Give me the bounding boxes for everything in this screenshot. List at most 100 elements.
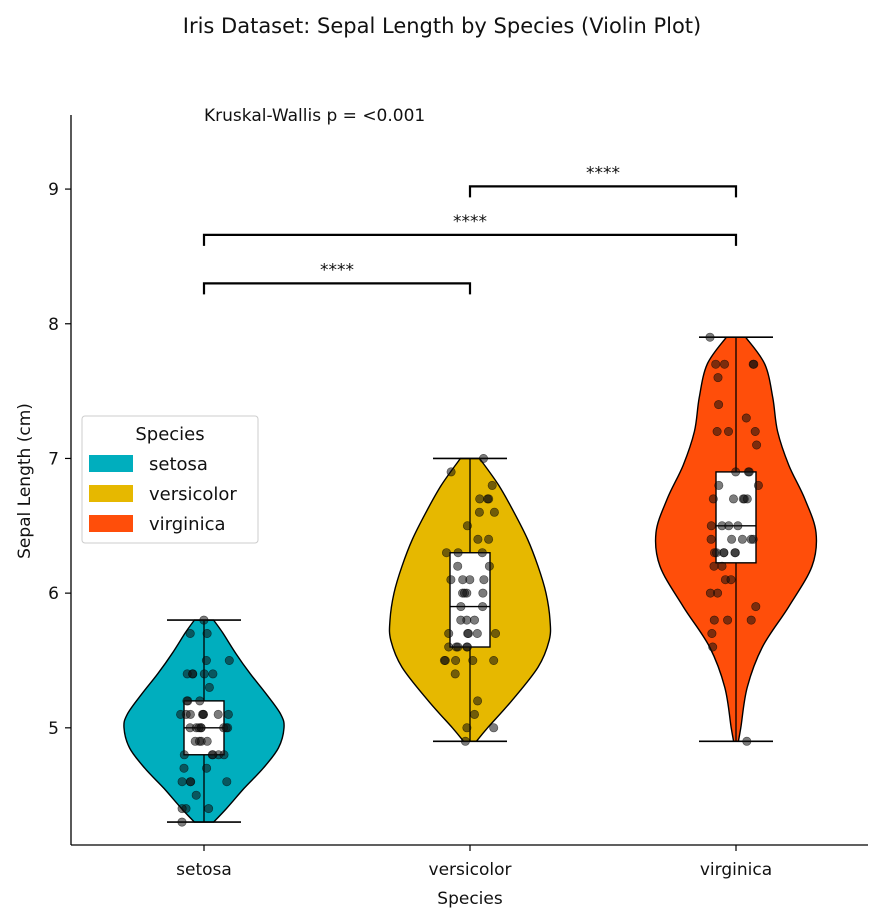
data-point-versicolor bbox=[469, 615, 479, 625]
data-point-virginica bbox=[712, 426, 722, 436]
significance-label: **** bbox=[320, 260, 354, 280]
data-point-versicolor bbox=[477, 548, 487, 558]
data-point-versicolor bbox=[478, 602, 488, 612]
data-point-setosa bbox=[194, 723, 204, 733]
significance-bracket bbox=[202, 233, 738, 246]
data-point-versicolor bbox=[439, 655, 449, 665]
data-point-versicolor bbox=[472, 628, 482, 638]
data-point-setosa bbox=[202, 763, 212, 773]
legend-swatch-virginica bbox=[89, 515, 133, 532]
data-point-setosa bbox=[208, 669, 218, 679]
y-tick-label: 7 bbox=[48, 449, 59, 469]
data-point-versicolor bbox=[446, 467, 456, 477]
data-point-virginica bbox=[730, 548, 740, 558]
data-point-versicolor bbox=[462, 723, 472, 733]
data-point-virginica bbox=[746, 534, 756, 544]
data-point-virginica bbox=[746, 615, 756, 625]
data-point-virginica bbox=[711, 359, 721, 369]
data-point-versicolor bbox=[441, 548, 451, 558]
data-point-versicolor bbox=[450, 669, 460, 679]
data-point-setosa bbox=[213, 709, 223, 719]
significance-label: **** bbox=[453, 212, 487, 232]
data-point-versicolor bbox=[446, 575, 456, 585]
data-point-versicolor bbox=[489, 723, 499, 733]
data-point-virginica bbox=[717, 561, 727, 571]
data-point-versicolor bbox=[458, 575, 468, 585]
data-point-virginica bbox=[742, 736, 752, 746]
x-tick-label: setosa bbox=[176, 860, 232, 880]
data-point-setosa bbox=[185, 777, 195, 787]
data-point-versicolor bbox=[468, 655, 478, 665]
data-point-virginica bbox=[751, 602, 761, 612]
data-point-virginica bbox=[706, 521, 716, 531]
data-point-virginica bbox=[737, 534, 747, 544]
data-point-virginica bbox=[708, 642, 718, 652]
data-point-setosa bbox=[204, 682, 214, 692]
data-point-versicolor bbox=[444, 628, 454, 638]
data-point-setosa bbox=[188, 669, 198, 679]
data-point-versicolor bbox=[453, 561, 463, 571]
data-point-versicolor bbox=[460, 736, 470, 746]
y-axis-label: Sepal Length (cm) bbox=[15, 403, 35, 559]
data-point-virginica bbox=[705, 332, 715, 342]
data-point-setosa bbox=[199, 615, 209, 625]
data-point-versicolor bbox=[473, 534, 483, 544]
data-point-virginica bbox=[719, 548, 729, 558]
data-point-versicolor bbox=[456, 615, 466, 625]
data-point-setosa bbox=[190, 736, 200, 746]
data-point-virginica bbox=[733, 521, 743, 531]
data-point-versicolor bbox=[487, 480, 497, 490]
significance-bracket bbox=[202, 282, 472, 295]
data-point-virginica bbox=[731, 467, 741, 477]
legend-frame bbox=[81, 415, 259, 544]
data-point-setosa bbox=[223, 709, 233, 719]
plot-area: 5 6 7 8 9 setosa versicolor virginica **** **** **… bbox=[48, 115, 868, 880]
data-point-virginica bbox=[706, 534, 716, 544]
data-point-setosa bbox=[179, 763, 189, 773]
data-point-setosa bbox=[198, 709, 208, 719]
data-point-versicolor bbox=[489, 507, 499, 517]
data-point-versicolor bbox=[474, 507, 484, 517]
data-point-virginica bbox=[714, 480, 724, 490]
legend-label-setosa: setosa bbox=[149, 454, 208, 475]
data-point-virginica bbox=[709, 561, 719, 571]
data-point-virginica bbox=[753, 480, 763, 490]
y-tick-label: 8 bbox=[48, 315, 59, 335]
data-point-virginica bbox=[723, 426, 733, 436]
legend-swatch-versicolor bbox=[89, 485, 133, 502]
data-point-virginica bbox=[709, 548, 719, 558]
data-point-versicolor bbox=[484, 494, 494, 504]
data-point-virginica bbox=[724, 521, 734, 531]
chart-title: Iris Dataset: Sepal Length by Species (V… bbox=[183, 14, 701, 38]
data-point-virginica bbox=[738, 494, 748, 504]
data-point-versicolor bbox=[462, 521, 472, 531]
data-point-setosa bbox=[177, 777, 187, 787]
data-point-versicolor bbox=[459, 588, 469, 598]
data-point-virginica bbox=[743, 467, 753, 477]
y-tick-label: 9 bbox=[48, 180, 59, 200]
data-point-versicolor bbox=[444, 642, 454, 652]
data-point-setosa bbox=[177, 817, 187, 827]
data-point-versicolor bbox=[453, 548, 463, 558]
data-point-setosa bbox=[224, 655, 234, 665]
data-point-virginica bbox=[708, 494, 718, 504]
data-point-virginica bbox=[752, 440, 762, 450]
data-point-virginica bbox=[750, 426, 760, 436]
data-point-setosa bbox=[177, 804, 187, 814]
data-point-setosa bbox=[191, 790, 201, 800]
legend-label-virginica: virginica bbox=[149, 514, 226, 535]
legend-title: Species bbox=[135, 424, 204, 445]
data-point-setosa bbox=[201, 655, 211, 665]
x-axis-label: Species bbox=[437, 889, 503, 909]
data-point-versicolor bbox=[451, 655, 461, 665]
data-point-setosa bbox=[185, 709, 195, 719]
x-tick-label: versicolor bbox=[429, 860, 512, 880]
data-point-virginica bbox=[727, 534, 737, 544]
data-point-versicolor bbox=[478, 588, 488, 598]
data-point-setosa bbox=[199, 669, 209, 679]
data-point-versicolor bbox=[475, 494, 485, 504]
data-point-setosa bbox=[208, 750, 218, 760]
significance-bracket bbox=[468, 185, 738, 198]
data-point-versicolor bbox=[469, 709, 479, 719]
